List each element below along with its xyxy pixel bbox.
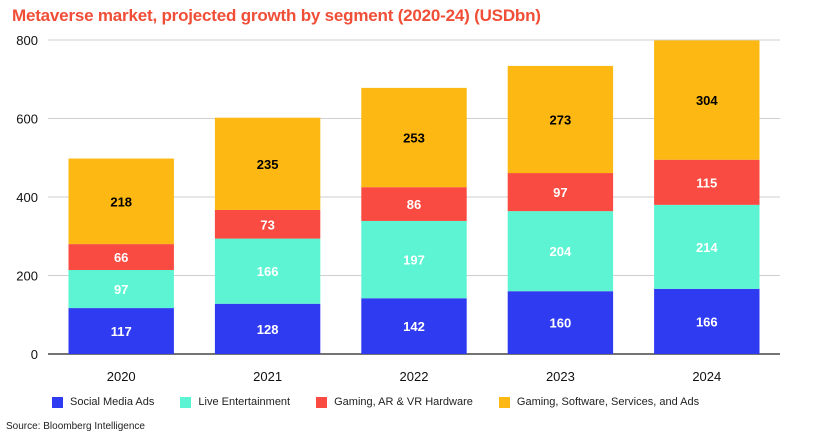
- data-label-2021-series-1: 166: [257, 264, 279, 279]
- bar-2024-series-1: [654, 204, 760, 289]
- bar-2022-series-3: [361, 87, 467, 188]
- source-note: Source: Bloomberg Intelligence: [6, 421, 145, 432]
- x-tick-label-2022: 2022: [400, 369, 429, 384]
- y-tick-label-400: 400: [16, 190, 38, 205]
- data-label-2024-series-0: 166: [696, 314, 718, 329]
- bar-2021-series-3: [214, 117, 321, 210]
- data-label-2024-series-3: 304: [696, 93, 718, 108]
- x-tick-label-2021: 2021: [253, 369, 282, 384]
- bar-2022-series-2: [361, 187, 467, 221]
- legend-item-gaming-software: Gaming, Software, Services, and Ads: [498, 396, 700, 408]
- data-label-2022-series-0: 142: [403, 319, 425, 334]
- bar-2020-series-0: [68, 308, 174, 354]
- data-label-2022-series-3: 253: [403, 131, 425, 146]
- bar-2020-series-1: [68, 270, 174, 309]
- bar-2023-series-0: [507, 291, 614, 354]
- data-label-2020-series-1: 97: [114, 282, 128, 297]
- chart-legend: Social Media Ads Live Entertainment Gami…: [52, 396, 725, 408]
- y-tick-label-0: 0: [31, 347, 38, 362]
- x-tick-label-2024: 2024: [692, 369, 721, 384]
- bar-2020-series-2: [68, 244, 174, 271]
- legend-label-gaming-software: Gaming, Software, Services, and Ads: [516, 396, 700, 408]
- legend-swatch-social-media-ads: [52, 396, 63, 408]
- bar-2024-series-0: [654, 288, 760, 354]
- y-tick-label-800: 800: [16, 33, 38, 48]
- data-label-2021-series-2: 73: [260, 217, 274, 232]
- legend-label-live-entertainment: Live Entertainment: [198, 396, 291, 408]
- data-label-2021-series-3: 235: [257, 157, 279, 172]
- bar-2024-series-3: [654, 40, 760, 160]
- data-label-2023-series-3: 273: [550, 112, 572, 127]
- data-label-2023-series-1: 204: [550, 244, 572, 259]
- bar-2024-series-2: [654, 159, 760, 205]
- data-label-2020-series-3: 218: [110, 194, 132, 209]
- chart-title: Metaverse market, projected growth by se…: [12, 6, 541, 25]
- bar-2021-series-2: [214, 209, 321, 239]
- legend-label-gaming-hardware: Gaming, AR & VR Hardware: [334, 396, 473, 408]
- legend-swatch-live-entertainment: [180, 396, 192, 408]
- y-tick-label-200: 200: [16, 269, 38, 284]
- legend-item-social-media-ads: Social Media Ads: [52, 396, 154, 408]
- x-tick-label-2020: 2020: [107, 369, 136, 384]
- data-label-2020-series-2: 66: [114, 250, 128, 265]
- data-label-2023-series-0: 160: [550, 316, 572, 331]
- bar-2020-series-3: [68, 158, 174, 245]
- data-label-2020-series-0: 117: [111, 324, 132, 339]
- data-label-2024-series-2: 115: [696, 175, 717, 190]
- data-label-2021-series-0: 128: [257, 322, 279, 337]
- bar-2023-series-2: [507, 173, 614, 212]
- data-label-2022-series-2: 86: [407, 197, 421, 212]
- legend-item-gaming-hardware: Gaming, AR & VR Hardware: [316, 396, 473, 408]
- data-label-2024-series-1: 214: [696, 240, 718, 255]
- x-tick-label-2023: 2023: [546, 369, 575, 384]
- bar-2021-series-1: [214, 238, 321, 304]
- legend-swatch-gaming-software: [498, 396, 510, 408]
- data-label-2023-series-2: 97: [553, 185, 567, 200]
- bar-2022-series-1: [361, 220, 467, 299]
- y-tick-label-600: 600: [16, 112, 38, 127]
- bar-2023-series-1: [507, 211, 614, 292]
- bar-2021-series-0: [214, 303, 321, 354]
- bar-2023-series-3: [507, 65, 614, 174]
- legend-item-live-entertainment: Live Entertainment: [180, 396, 290, 408]
- legend-swatch-gaming-hardware: [316, 396, 328, 408]
- legend-label-social-media-ads: Social Media Ads: [70, 396, 155, 408]
- bar-2022-series-0: [361, 298, 467, 354]
- data-label-2022-series-1: 197: [403, 253, 425, 268]
